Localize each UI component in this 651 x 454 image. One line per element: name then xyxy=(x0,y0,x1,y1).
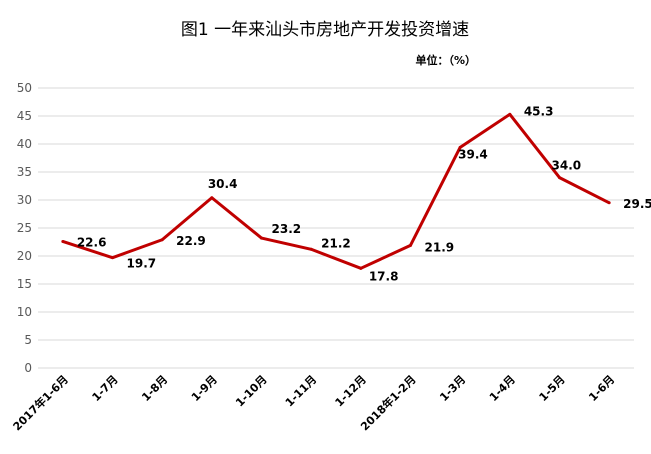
x-tick-label: 1-3月 xyxy=(437,373,468,404)
series-line xyxy=(62,112,610,270)
y-tick-label: 15 xyxy=(17,277,32,291)
data-label: 29.5 xyxy=(623,197,651,211)
data-point xyxy=(458,145,462,149)
y-tick-label: 10 xyxy=(17,305,32,319)
data-point xyxy=(210,196,214,200)
chart-title: 图1 一年来汕头市房地产开发投资增速 xyxy=(181,20,469,40)
x-tick-label: 2017年1-6月 xyxy=(10,372,71,433)
x-tick-label: 1-8月 xyxy=(139,373,170,404)
x-tick-label: 1-7月 xyxy=(90,373,121,404)
data-label: 21.2 xyxy=(321,236,351,250)
y-tick-label: 40 xyxy=(17,137,32,151)
data-point xyxy=(309,247,313,251)
y-tick-label: 5 xyxy=(24,333,32,347)
data-label: 22.6 xyxy=(77,235,107,249)
x-tick-label: 1-10月 xyxy=(233,373,269,409)
data-label: 23.2 xyxy=(272,222,302,236)
x-axis: 2017年1-6月 1-7月 1-8月 1-9月 1-10月 1-11月 1-12月2018… xyxy=(10,372,617,433)
data-point xyxy=(508,112,512,116)
gridlines xyxy=(38,87,634,369)
unit-label: 单位：（%） xyxy=(415,53,476,67)
x-tick-label: 1-12月 xyxy=(333,373,369,409)
data-label: 30.4 xyxy=(208,177,238,191)
y-axis: 0 5 10 15 20 25 30 35 40 45 50 xyxy=(17,81,32,375)
y-tick-label: 20 xyxy=(17,249,32,263)
data-point xyxy=(359,266,363,270)
x-tick-label: 1-9月 xyxy=(189,373,220,404)
y-tick-label: 35 xyxy=(17,165,32,179)
data-point xyxy=(111,256,114,260)
data-label: 19.7 xyxy=(127,257,157,271)
data-point xyxy=(61,239,65,243)
data-point xyxy=(160,238,164,242)
x-tick-label: 1-4月 xyxy=(487,373,518,404)
x-tick-label: 1-5月 xyxy=(537,373,568,404)
x-tick-label: 1-6月 xyxy=(586,373,617,404)
y-tick-label: 25 xyxy=(17,221,32,235)
data-label: 21.9 xyxy=(425,240,455,254)
data-label: 39.4 xyxy=(458,147,488,161)
data-label: 17.8 xyxy=(369,269,399,283)
y-tick-label: 45 xyxy=(17,109,32,123)
series xyxy=(61,112,611,270)
data-label: 34.0 xyxy=(552,159,582,173)
data-point xyxy=(607,201,611,205)
data-labels: 22.6 19.7 22.9 30.4 23.2 21.2 17.8 21.9 39.4 45.3… xyxy=(77,104,651,283)
data-label: 22.9 xyxy=(176,234,206,248)
y-tick-label: 30 xyxy=(17,193,32,207)
y-tick-label: 50 xyxy=(17,81,32,95)
x-tick-label: 1-11月 xyxy=(283,373,319,409)
data-point xyxy=(409,243,412,247)
data-point xyxy=(558,176,561,180)
y-tick-label: 0 xyxy=(24,361,32,375)
data-point xyxy=(260,236,263,240)
data-label: 45.3 xyxy=(524,104,554,118)
